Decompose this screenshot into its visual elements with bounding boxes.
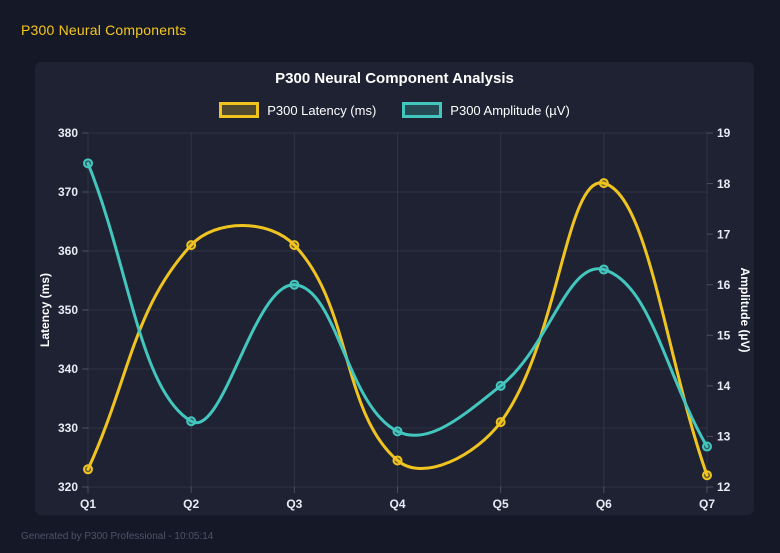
latency-point[interactable] bbox=[598, 178, 609, 189]
x-axis-tick-label: Q2 bbox=[183, 497, 199, 511]
latency-point[interactable] bbox=[702, 470, 712, 481]
x-axis-tick-label: Q5 bbox=[493, 497, 509, 511]
right-axis-tick-label: 14 bbox=[717, 379, 731, 393]
amplitude-line bbox=[86, 161, 709, 449]
right-axis-tick-label: 17 bbox=[717, 227, 731, 241]
amplitude-point[interactable] bbox=[186, 416, 197, 427]
latency-point[interactable] bbox=[289, 240, 300, 251]
footer-status: Generated by P300 Professional - 10:05:1… bbox=[21, 531, 214, 542]
left-axis-tick-label: 360 bbox=[58, 244, 78, 258]
left-axis-tick-label: 370 bbox=[58, 185, 78, 199]
x-axis-tick-label: Q3 bbox=[286, 497, 302, 511]
left-axis-tick-label: 330 bbox=[58, 421, 78, 435]
left-axis-title: Latency (ms) bbox=[38, 273, 52, 347]
right-axis-tick-label: 12 bbox=[717, 480, 731, 494]
latency-point[interactable] bbox=[495, 417, 506, 428]
latency-series bbox=[83, 178, 712, 481]
chart-title: P300 Neural Component Analysis bbox=[275, 70, 514, 87]
legend-label-amplitude: P300 Amplitude (µV) bbox=[450, 102, 570, 118]
left-axis-tick-label: 380 bbox=[58, 126, 78, 140]
amplitude-point[interactable] bbox=[598, 264, 609, 275]
chart-card: P300 Neural Component Analysis P300 Late… bbox=[35, 62, 754, 515]
chart-canvas: 380 370 360 350 340 330 320 19 18 17 16 15 14 13 12 Q1 Q… bbox=[38, 126, 752, 511]
right-axis-tick-label: 15 bbox=[717, 328, 731, 342]
x-axis-tick-label: Q6 bbox=[596, 497, 612, 511]
amplitude-point[interactable] bbox=[495, 380, 506, 391]
x-axis-tick-label: Q7 bbox=[699, 497, 715, 511]
amplitude-point[interactable] bbox=[702, 441, 712, 452]
latency-point[interactable] bbox=[186, 240, 197, 251]
latency-point[interactable] bbox=[83, 464, 93, 475]
x-axis-tick-label: Q1 bbox=[80, 497, 96, 511]
legend-label-latency: P300 Latency (ms) bbox=[267, 102, 377, 118]
latency-point[interactable] bbox=[392, 455, 403, 466]
amplitude-point[interactable] bbox=[289, 279, 300, 290]
legend-item-latency[interactable]: P300 Latency (ms) bbox=[219, 102, 376, 118]
legend-swatch-latency-icon bbox=[219, 102, 260, 118]
axis-tick-labels: 380 370 360 350 340 330 320 19 18 17 16 15 14 13 12 Q1 Q… bbox=[58, 126, 731, 511]
right-axis-tick-label: 16 bbox=[717, 278, 731, 292]
left-axis-tick-label: 350 bbox=[58, 303, 78, 317]
axis-titles: Latency (ms) Amplitude (µV) bbox=[38, 268, 752, 353]
right-axis-tick-label: 18 bbox=[717, 177, 731, 191]
chart-legend: P300 Latency (ms) P300 Amplitude (µV) bbox=[35, 102, 754, 118]
left-axis-tick-label: 340 bbox=[58, 362, 78, 376]
axis-ticks bbox=[82, 132, 713, 493]
right-axis-tick-label: 13 bbox=[717, 430, 731, 444]
right-axis-title: Amplitude (µV) bbox=[738, 268, 752, 353]
legend-item-amplitude[interactable]: P300 Amplitude (µV) bbox=[402, 102, 570, 118]
amplitude-point[interactable] bbox=[83, 158, 93, 169]
legend-swatch-amplitude-icon bbox=[402, 102, 443, 118]
amplitude-series bbox=[83, 158, 712, 452]
left-axis-tick-label: 320 bbox=[58, 480, 78, 494]
amplitude-point[interactable] bbox=[392, 426, 403, 437]
right-axis-tick-label: 19 bbox=[717, 126, 731, 140]
x-axis-tick-label: Q4 bbox=[389, 497, 405, 511]
page-title: P300 Neural Components bbox=[21, 22, 187, 38]
